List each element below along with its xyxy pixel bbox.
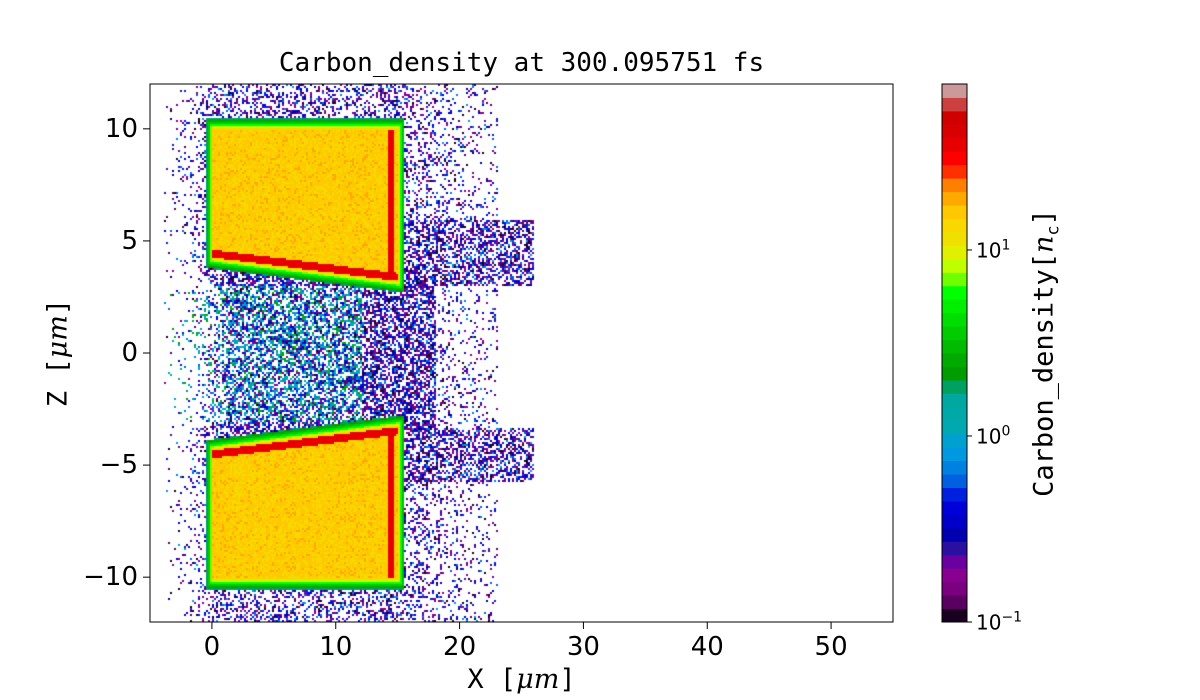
colorbar-band [942, 326, 967, 341]
colorbar-tick-label: 100 [976, 424, 1010, 449]
heatmap-image [150, 84, 893, 622]
colorbar-band [942, 500, 967, 515]
colorbar-band [942, 568, 967, 583]
colorbar-band [942, 527, 967, 542]
colorbar-band [942, 231, 967, 246]
colorbar-band [942, 110, 967, 125]
colorbar-tick-label: 101 [976, 238, 1010, 263]
y-tick-label: 10 [104, 113, 138, 144]
colorbar-band [942, 353, 967, 367]
colorbar-band [942, 595, 967, 610]
chart-title: Carbon_density at 300.095751 fs [278, 48, 765, 78]
colorbar-band [942, 137, 967, 152]
colorbar-band [942, 581, 967, 596]
x-tick-label: 20 [443, 632, 477, 662]
colorbar-band [942, 218, 967, 233]
x-tick-label: 50 [814, 632, 848, 662]
tick-base: 10 [976, 424, 1002, 449]
colorbar-band [942, 178, 967, 193]
colorbar-band [942, 474, 967, 488]
x-tick-label: 30 [566, 632, 600, 662]
colorbar-band [942, 258, 967, 273]
x-tick-label: 40 [690, 632, 724, 662]
colorbar-band [942, 487, 967, 502]
colorbar-label: Carbon_density[nc] [1028, 209, 1064, 497]
y-axis-label: Z [μm] [42, 298, 74, 408]
colorbar-band [942, 245, 967, 260]
colorbar-band [942, 541, 967, 556]
colorbar-band [942, 124, 967, 139]
colorbar-band [942, 447, 967, 462]
tick-base: 10 [976, 610, 1002, 635]
y-tick-label: −5 [99, 450, 138, 481]
y-tick-label: 0 [121, 338, 138, 368]
colorbar-band [942, 151, 967, 166]
y-tick-label: −10 [83, 562, 138, 593]
y-tick-label: 5 [121, 225, 138, 256]
colorbar-band [942, 379, 967, 394]
tick-base: 10 [976, 238, 1002, 263]
x-axis-label: X [μm] [467, 664, 576, 695]
colorbar-band [942, 285, 967, 300]
colorbar-band [942, 191, 967, 206]
colorbar-band [942, 205, 967, 219]
colorbar-band [942, 366, 967, 381]
colorbar-band [942, 84, 967, 98]
tick-exponent: 0 [1001, 423, 1011, 440]
colorbar-band [942, 608, 967, 623]
colorbar-band [942, 514, 967, 529]
colorbar-band [942, 460, 967, 475]
colorbar-band [942, 272, 967, 287]
colorbar-band [942, 164, 967, 179]
colorbar-band [942, 312, 967, 327]
x-tick-label: 0 [203, 632, 221, 662]
colorbar-band [942, 554, 967, 569]
tick-exponent: 1 [1001, 237, 1011, 254]
colorbar-band [942, 433, 967, 448]
plot-frame [149, 83, 894, 623]
x-tick-label: 10 [319, 632, 353, 662]
colorbar-band [942, 393, 967, 408]
colorbar-band [942, 420, 967, 435]
tick-exponent: −1 [1001, 609, 1023, 626]
colorbar-frame [941, 83, 968, 623]
colorbar-band [942, 339, 967, 354]
colorbar-band [942, 299, 967, 314]
colorbar-band [942, 97, 967, 112]
colorbar-band [942, 406, 967, 421]
colorbar-tick-label: 10−1 [976, 610, 1022, 635]
